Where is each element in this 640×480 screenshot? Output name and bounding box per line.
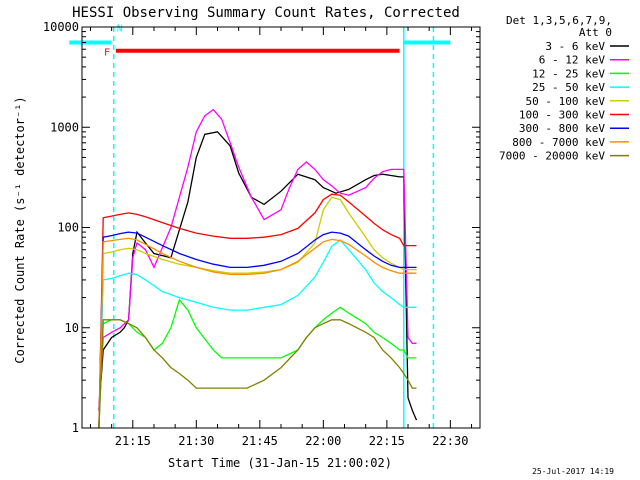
x-axis-label: Start Time (31-Jan-15 21:00:02) (168, 456, 392, 470)
x-tick-label: 22:00 (305, 434, 341, 448)
y-tick-label: 10000 (43, 20, 79, 34)
footer-date: 25-Jul-2017 14:19 (532, 467, 614, 476)
x-axis-ticks: 21:15 21:30 21:45 22:00 22:15 22:30 (89, 27, 473, 448)
series-line-8 (98, 237, 417, 429)
y-tick-label: 100 (57, 221, 79, 235)
y-tick-label: 1 (72, 421, 79, 435)
y-tick-label: 10 (65, 321, 79, 335)
y-axis-label: Corrected Count Rate (s⁻¹ detector⁻¹) (13, 96, 27, 363)
x-tick-label: 21:30 (178, 434, 214, 448)
series-line-3 (98, 298, 417, 429)
annotation-n: N (117, 24, 123, 35)
legend-entry-label: 12 - 25 keV (532, 67, 605, 80)
series-line-4 (98, 239, 417, 429)
legend-entry-label: 7000 - 20000 keV (499, 150, 605, 163)
legend-header: Att 0 (579, 26, 612, 39)
series-line-2 (98, 108, 417, 411)
legend-entry-label: 800 - 7000 keV (512, 136, 605, 149)
legend-entry-label: 3 - 6 keV (545, 40, 605, 53)
chart-title: HESSI Observing Summary Count Rates, Cor… (72, 5, 460, 21)
legend-entry-label: 25 - 50 keV (532, 81, 605, 94)
y-axis-ticks: 1 10 100 1000 10000 (43, 20, 480, 435)
legend-entry-label: 100 - 300 keV (519, 109, 605, 122)
x-tick-label: 22:30 (432, 434, 468, 448)
y-tick-label: 1000 (50, 120, 79, 134)
series-line-9 (98, 319, 417, 429)
x-tick-label: 22:15 (369, 434, 405, 448)
plot-marks: NF (69, 24, 451, 429)
series-line-6 (98, 193, 417, 429)
legend-entry-label: 300 - 800 keV (519, 122, 605, 135)
series-line-7 (98, 231, 417, 429)
x-tick-label: 21:45 (242, 434, 278, 448)
annotation-f: F (104, 47, 110, 58)
legend-header: Det 1,3,5,6,7,9, (506, 14, 612, 27)
x-tick-label: 21:15 (115, 434, 151, 448)
legend-entry-label: 50 - 100 keV (526, 95, 606, 108)
legend-entry-label: 6 - 12 keV (539, 54, 606, 67)
